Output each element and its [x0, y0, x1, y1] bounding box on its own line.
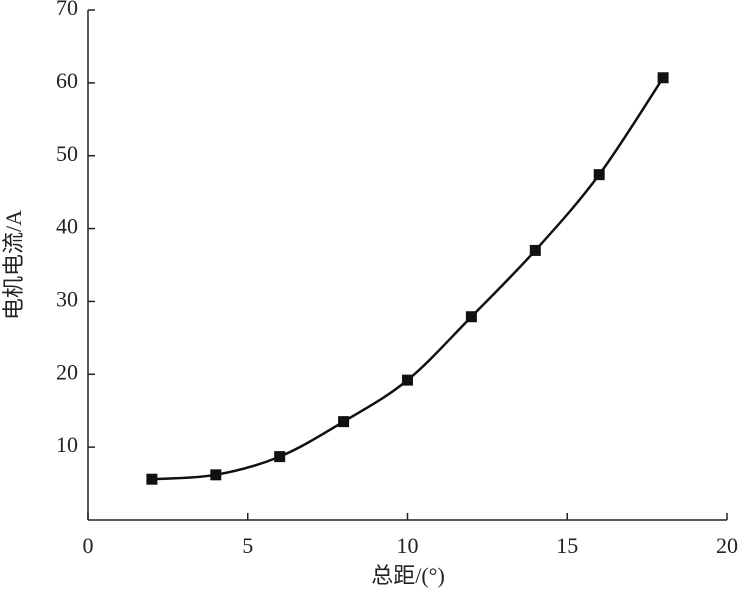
- line: [151, 77, 665, 481]
- x-tick-label: 20: [716, 533, 738, 558]
- marker: [146, 473, 158, 485]
- y-tick-label: 30: [56, 286, 78, 311]
- x-axis-label: 总距/(°): [371, 563, 445, 588]
- marker: [529, 244, 541, 256]
- y-axis-label: 电机电流/A: [1, 210, 26, 320]
- y-tick-label: 60: [56, 68, 78, 93]
- marker: [657, 72, 669, 84]
- marker: [274, 451, 286, 463]
- y-tick-label: 70: [56, 0, 78, 20]
- marker: [338, 416, 350, 428]
- marker: [593, 169, 605, 181]
- y-tick-label: 10: [56, 432, 78, 457]
- marker: [402, 374, 413, 386]
- x-tick-label: 15: [556, 533, 578, 558]
- y-tick-label: 20: [56, 359, 78, 384]
- x-tick-label: 10: [397, 533, 419, 558]
- x-tick-label: 0: [83, 533, 94, 558]
- marker: [210, 469, 222, 481]
- x-tick-label: 5: [242, 533, 253, 558]
- y-tick-label: 40: [56, 214, 78, 239]
- y-tick-label: 50: [56, 141, 78, 166]
- marker: [465, 311, 477, 323]
